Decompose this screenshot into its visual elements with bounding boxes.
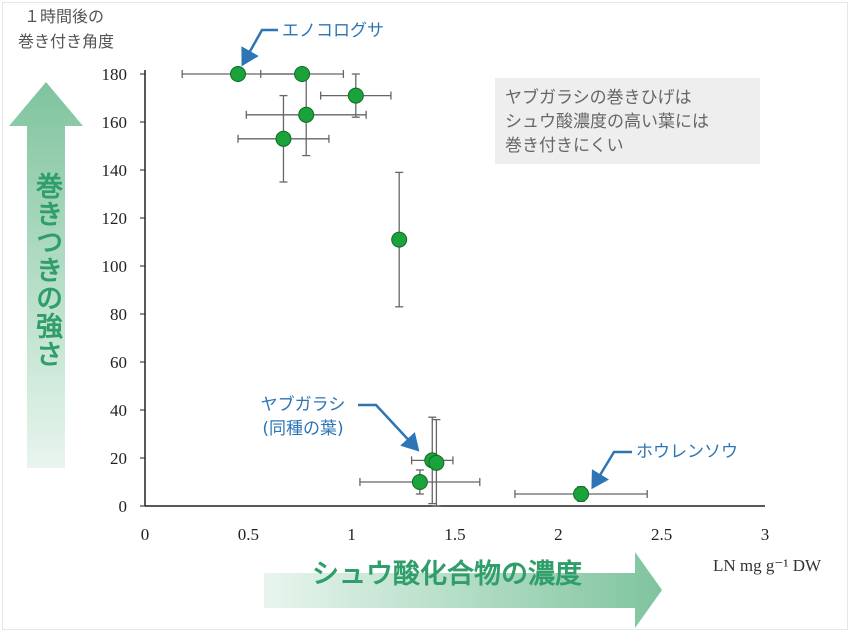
annotation-label-line: ヤブガラシ xyxy=(261,394,346,415)
vertical-arrow-label: 巻きつきの強さ xyxy=(31,172,62,368)
annotation-label: エノコログサ xyxy=(282,21,384,41)
x-tick-label: 0.5 xyxy=(238,525,259,544)
data-point-3 xyxy=(347,87,364,104)
data-point-6 xyxy=(391,231,408,248)
annotation-arrow xyxy=(591,450,632,490)
x-tick-label: 1.5 xyxy=(444,525,465,544)
data-point-5 xyxy=(275,130,292,147)
note-box: ヤブガラシの巻きひげは シュウ酸濃度の高い葉には 巻き付きにくい xyxy=(495,78,760,164)
data-point-2 xyxy=(294,66,311,82)
data-point-8 xyxy=(428,454,445,471)
note-line-1: ヤブガラシの巻きひげは xyxy=(505,88,692,108)
y-tick-label: 20 xyxy=(110,449,127,468)
y-tick-label: 40 xyxy=(110,401,127,420)
y-tick-label: 100 xyxy=(102,257,128,276)
y-tick-label: 140 xyxy=(102,161,128,180)
y-axis-title-line-2: 巻き付き角度 xyxy=(18,32,114,51)
y-tick-label: 0 xyxy=(119,497,128,516)
data-point-9 xyxy=(411,474,428,490)
annotation-label: ホウレンソウ xyxy=(636,442,738,462)
note-line-3: 巻き付きにくい xyxy=(505,136,624,156)
annotation-label-line: (同種の葉) xyxy=(262,419,343,439)
data-point-10 xyxy=(573,486,590,502)
data-point-4 xyxy=(298,106,315,123)
y-axis-title-line-1: １時間後の xyxy=(24,7,104,26)
x-axis-unit: LN mg g⁻¹ DW xyxy=(713,556,822,575)
horizontal-arrow xyxy=(264,552,662,628)
horizontal-arrow-label: シュウ酸化合物の濃度 xyxy=(312,559,582,590)
y-tick-label: 60 xyxy=(110,353,127,372)
y-tick-label: 120 xyxy=(102,209,128,228)
x-tick-label: 0 xyxy=(141,525,150,544)
x-tick-label: 2 xyxy=(554,525,563,544)
x-tick-label: 3 xyxy=(761,525,770,544)
annotation-arrow xyxy=(241,28,278,67)
y-tick-label: 80 xyxy=(110,305,127,324)
note-line-2: シュウ酸濃度の高い葉には xyxy=(505,112,709,132)
vertical-arrow xyxy=(9,82,83,468)
data-point-1 xyxy=(230,66,246,82)
annotation-arrow xyxy=(358,403,420,452)
x-tick-label: 1 xyxy=(347,525,356,544)
y-tick-label: 160 xyxy=(102,113,128,132)
y-tick-label: 180 xyxy=(102,65,128,84)
x-tick-label: 2.5 xyxy=(651,525,672,544)
